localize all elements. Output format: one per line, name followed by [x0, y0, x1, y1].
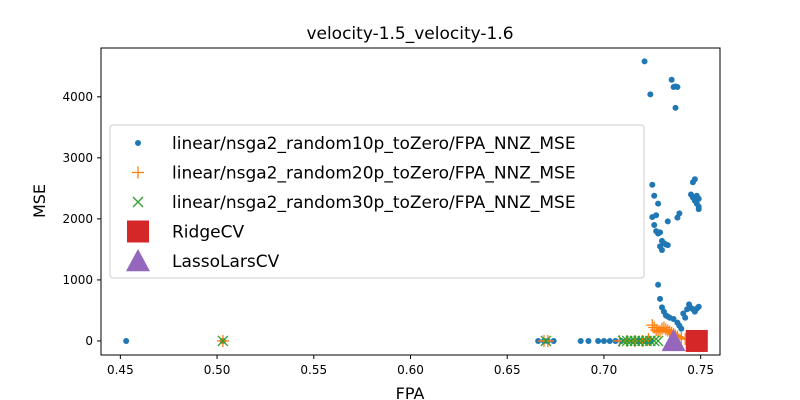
data-point [691, 176, 698, 183]
data-point [617, 335, 629, 347]
data-point [651, 221, 658, 228]
data-point [661, 328, 686, 352]
legend-marker [135, 140, 141, 146]
data-point [606, 337, 613, 344]
data-point [664, 242, 671, 249]
data-point [648, 335, 660, 347]
data-point [217, 335, 229, 347]
data-point [670, 315, 677, 322]
data-point [651, 192, 658, 199]
data-point [641, 58, 648, 65]
data-point [647, 91, 654, 98]
data-point [655, 281, 662, 288]
data-point [649, 181, 656, 188]
data-point [685, 329, 708, 352]
data-point [664, 218, 671, 225]
data-point [655, 200, 662, 207]
legend-marker [126, 249, 150, 272]
data-point [621, 335, 633, 347]
legend-marker [127, 220, 149, 243]
series-3 [685, 329, 708, 352]
data-point [637, 335, 649, 347]
data-point [123, 337, 130, 344]
data-point [655, 230, 662, 237]
series-4 [661, 328, 686, 352]
x-tick-label: 0.50 [204, 363, 231, 377]
data-point [600, 337, 607, 344]
legend-marker [132, 166, 144, 179]
data-point [657, 295, 664, 302]
data-point [658, 247, 665, 254]
data-point [641, 335, 652, 347]
series-2 [217, 335, 664, 347]
data-point [633, 335, 645, 347]
legend: linear/nsga2_random10p_toZero/FPA_NNZ_MS… [109, 124, 645, 279]
x-tick-label: 0.75 [687, 363, 714, 377]
data-point [649, 214, 656, 221]
data-point [682, 314, 689, 321]
y-tick-label: 4000 [62, 90, 93, 104]
legend-marker [132, 196, 144, 208]
x-axis: 0.45 0.50 0.55 0.60 0.65 0.70 0.75 [107, 355, 714, 377]
x-tick-label: 0.55 [300, 363, 327, 377]
x-axis-label: FPA [396, 384, 425, 400]
legend-label: LassoLarsCV [172, 252, 280, 272]
x-tick-label: 0.45 [107, 363, 134, 377]
data-point [695, 206, 702, 213]
data-point [674, 84, 681, 91]
data-point [652, 335, 664, 347]
y-axis: 0 1000 2000 3000 4000 [62, 90, 101, 348]
data-point [629, 335, 641, 347]
y-axis-label: MSE [30, 184, 49, 218]
plot-marks [123, 58, 708, 352]
data-point [595, 337, 602, 344]
x-tick-label: 0.70 [591, 363, 618, 377]
y-tick-label: 0 [85, 334, 93, 348]
y-tick-label: 1000 [62, 273, 93, 287]
legend-label: linear/nsga2_random10p_toZero/FPA_NNZ_MS… [172, 134, 576, 154]
data-point [625, 335, 637, 347]
data-point [577, 337, 584, 344]
chart-title: velocity-1.5_velocity-1.6 [306, 24, 513, 44]
data-point [540, 335, 552, 347]
y-tick-label: 3000 [62, 151, 93, 165]
data-point [541, 334, 554, 347]
legend-label: linear/nsga2_random20p_toZero/FPA_NNZ_MS… [172, 164, 576, 184]
data-point [672, 104, 679, 111]
x-tick-label: 0.60 [397, 363, 424, 377]
legend-frame [109, 124, 645, 279]
data-point [695, 195, 702, 202]
data-point [668, 76, 675, 83]
x-tick-label: 0.65 [494, 363, 521, 377]
data-point [585, 337, 592, 344]
y-tick-label: 2000 [62, 212, 93, 226]
data-point [678, 325, 685, 332]
data-point [644, 335, 656, 347]
series-1 [216, 319, 692, 347]
legend-label: linear/nsga2_random30p_toZero/FPA_NNZ_MS… [172, 193, 576, 213]
data-point [695, 303, 702, 310]
data-point [676, 210, 683, 217]
legend-label: RidgeCV [172, 223, 244, 243]
